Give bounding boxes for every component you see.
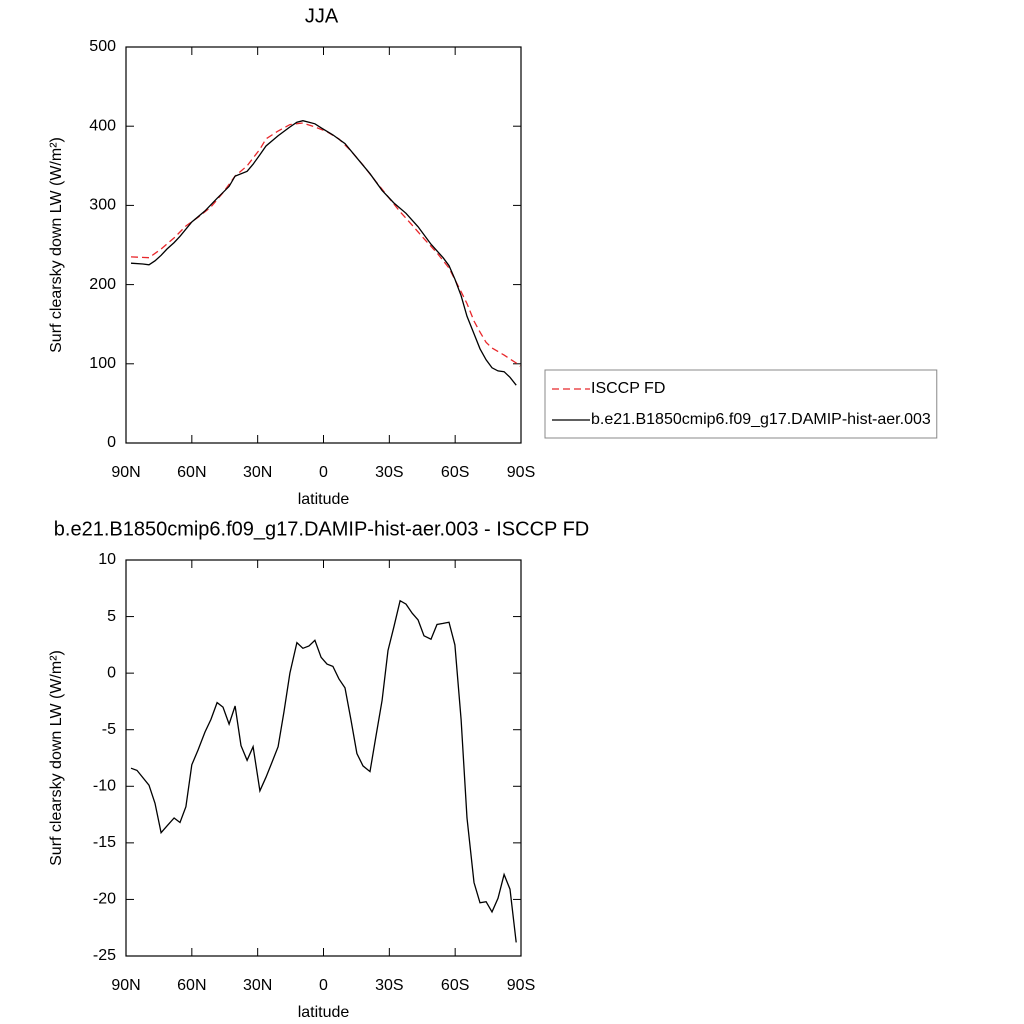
x-tick-label: 60S: [441, 464, 469, 481]
x-tick-label: 0: [319, 464, 328, 481]
x-tick-label: 30N: [243, 464, 272, 481]
y-tick-label: 5: [107, 608, 116, 625]
plot-frame: [125, 46, 522, 444]
y-tick-label: -15: [93, 834, 116, 851]
y-tick-label: -10: [93, 778, 116, 795]
y-axis-label: Surf clearsky down LW (W/m²): [48, 650, 65, 866]
y-tick-label: 0: [107, 664, 116, 681]
data-line: [130, 120, 517, 386]
y-tick-label: 100: [89, 355, 116, 372]
plot-frame: [125, 559, 522, 957]
y-tick-label: 400: [89, 117, 116, 134]
x-axis-label: latitude: [298, 491, 350, 508]
y-tick-label: 500: [89, 38, 116, 55]
legend-label: ISCCP FD: [591, 380, 665, 397]
y-tick-label: 0: [107, 434, 116, 451]
chart-title: JJA: [305, 5, 339, 27]
x-tick-label: 30N: [243, 977, 272, 994]
x-tick-label: 90S: [507, 977, 535, 994]
y-axis-label: Surf clearsky down LW (W/m²): [48, 137, 65, 353]
legend: ISCCP FD b.e21.B1850cmip6.f09_g17.DAMIP-h…: [544, 369, 938, 439]
x-tick-label: 60N: [177, 977, 206, 994]
x-tick-label: 0: [319, 977, 328, 994]
legend-frame: [544, 369, 938, 439]
x-tick-label: 30S: [375, 464, 403, 481]
y-tick-label: 10: [98, 551, 116, 568]
y-tick-label: 300: [89, 197, 116, 214]
y-tick-label: -5: [102, 721, 116, 738]
data-line: [130, 599, 517, 943]
y-tick-label: -20: [93, 891, 116, 908]
x-tick-label: 90S: [507, 464, 535, 481]
x-tick-label: 90N: [111, 464, 140, 481]
chart-title: b.e21.B1850cmip6.f09_g17.DAMIP-hist-aer.…: [54, 518, 589, 540]
y-tick-label: -25: [93, 947, 116, 964]
x-axis-label: latitude: [298, 1004, 350, 1021]
x-tick-label: 90N: [111, 977, 140, 994]
x-tick-label: 30S: [375, 977, 403, 994]
legend-label: b.e21.B1850cmip6.f09_g17.DAMIP-hist-aer.…: [591, 411, 931, 428]
x-tick-label: 60S: [441, 977, 469, 994]
x-tick-label: 60N: [177, 464, 206, 481]
data-line: [130, 122, 521, 367]
y-tick-label: 200: [89, 276, 116, 293]
